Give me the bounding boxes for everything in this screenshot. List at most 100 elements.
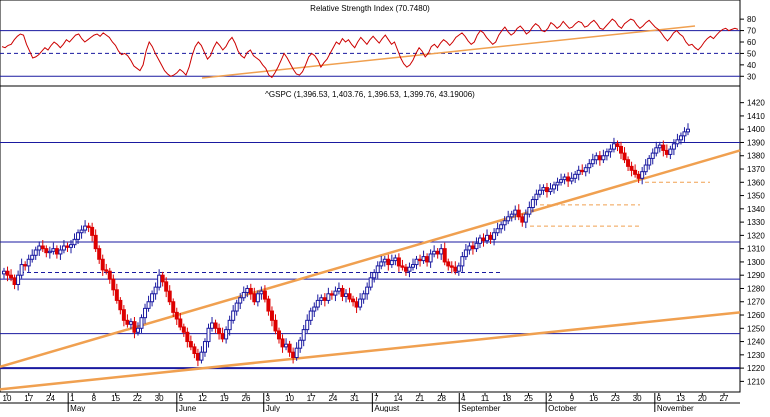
candle-body xyxy=(178,318,183,328)
candle-body xyxy=(559,179,564,183)
x-day-label: 17 xyxy=(307,394,316,403)
candle-body xyxy=(238,297,243,304)
candle-body xyxy=(481,237,486,242)
candle-body xyxy=(100,258,105,271)
candle-body xyxy=(682,131,687,137)
candle-body xyxy=(86,225,91,228)
rsi-tick-label: 70 xyxy=(747,27,756,36)
candle-body xyxy=(33,249,38,256)
x-day-label: 4 xyxy=(461,394,466,403)
price-tick-label: 1310 xyxy=(747,245,765,254)
candle-body xyxy=(273,319,278,332)
candle-body xyxy=(97,248,102,260)
candle-body xyxy=(640,171,645,179)
candle-body xyxy=(407,266,412,272)
candle-body xyxy=(47,250,52,254)
candle-body xyxy=(51,248,56,252)
candle-body xyxy=(569,177,574,182)
candle-body xyxy=(541,187,546,191)
candle-body xyxy=(114,289,119,301)
candle-body xyxy=(213,322,218,329)
x-month-label: September xyxy=(461,404,500,412)
candle-body xyxy=(340,287,345,297)
price-tick-label: 1360 xyxy=(747,178,765,187)
candle-body xyxy=(269,310,274,321)
candle-body xyxy=(453,266,458,272)
candle-body xyxy=(552,184,557,190)
price-tick-label: 1230 xyxy=(747,351,765,360)
candle-body xyxy=(537,189,542,195)
candle-body xyxy=(626,159,631,167)
candle-body xyxy=(358,298,363,308)
rsi-tick-label: 60 xyxy=(747,38,756,47)
candle-body xyxy=(9,274,14,279)
candle-body xyxy=(611,143,616,150)
candle-body xyxy=(664,149,669,155)
x-day-label: 11 xyxy=(481,394,490,403)
candle-body xyxy=(548,188,553,193)
channel-trendline xyxy=(0,149,741,368)
candle-body xyxy=(104,269,109,272)
candle-body xyxy=(477,237,482,244)
x-day-label: 28 xyxy=(437,394,446,403)
price-tick-label: 1290 xyxy=(747,271,765,280)
channel-trendline xyxy=(0,311,741,391)
x-day-label: 2 xyxy=(548,394,553,403)
candle-body xyxy=(425,256,430,263)
candle-body xyxy=(199,351,204,361)
candle-body xyxy=(506,216,511,222)
candle-body xyxy=(146,301,151,309)
x-day-label: 27 xyxy=(720,394,729,403)
candle-body xyxy=(79,229,84,234)
candle-body xyxy=(210,322,215,329)
candle-body xyxy=(284,343,289,348)
candle-body xyxy=(90,226,95,236)
rsi-tick-label: 80 xyxy=(747,15,756,24)
candle-body xyxy=(474,242,479,250)
candle-body xyxy=(58,249,63,255)
candle-body xyxy=(555,181,560,186)
candle-body xyxy=(686,128,690,133)
x-day-label: 5 xyxy=(179,394,184,403)
candle-body xyxy=(562,176,567,181)
candle-body xyxy=(534,193,539,201)
candle-body xyxy=(647,157,652,166)
candle-body xyxy=(633,169,638,175)
candle-body xyxy=(460,256,465,267)
candle-body xyxy=(5,270,10,276)
candle-body xyxy=(333,290,338,296)
candle-body xyxy=(266,298,271,312)
candle-body xyxy=(26,258,31,267)
candle-body xyxy=(432,250,437,255)
candle-body xyxy=(368,277,373,288)
candle-body xyxy=(619,145,624,154)
x-day-label: 10 xyxy=(285,394,294,403)
candle-body xyxy=(315,299,320,308)
candle-body xyxy=(12,277,17,285)
candle-body xyxy=(361,293,366,300)
x-day-label: 17 xyxy=(24,394,33,403)
candle-body xyxy=(125,319,130,325)
x-month-label: June xyxy=(179,404,197,412)
rsi-trendline xyxy=(201,25,696,79)
x-day-label: 23 xyxy=(611,394,620,403)
candle-body xyxy=(435,250,440,255)
x-day-label: 1 xyxy=(70,394,75,403)
candle-body xyxy=(446,261,451,267)
price-frame xyxy=(0,85,741,393)
x-day-label: 9 xyxy=(570,394,575,403)
candle-body xyxy=(573,173,578,179)
candle-body xyxy=(160,274,165,283)
candle-body xyxy=(418,258,423,262)
candle-body xyxy=(439,248,444,255)
x-day-label: 16 xyxy=(589,394,598,403)
candle-body xyxy=(164,281,169,292)
x-day-label: 18 xyxy=(502,394,511,403)
x-day-label: 14 xyxy=(394,394,403,403)
candle-body xyxy=(604,151,609,157)
candle-body xyxy=(347,293,352,300)
x-month-label: October xyxy=(548,404,577,412)
candle-body xyxy=(72,238,77,246)
candle-body xyxy=(509,213,514,218)
price-tick-label: 1370 xyxy=(747,165,765,174)
